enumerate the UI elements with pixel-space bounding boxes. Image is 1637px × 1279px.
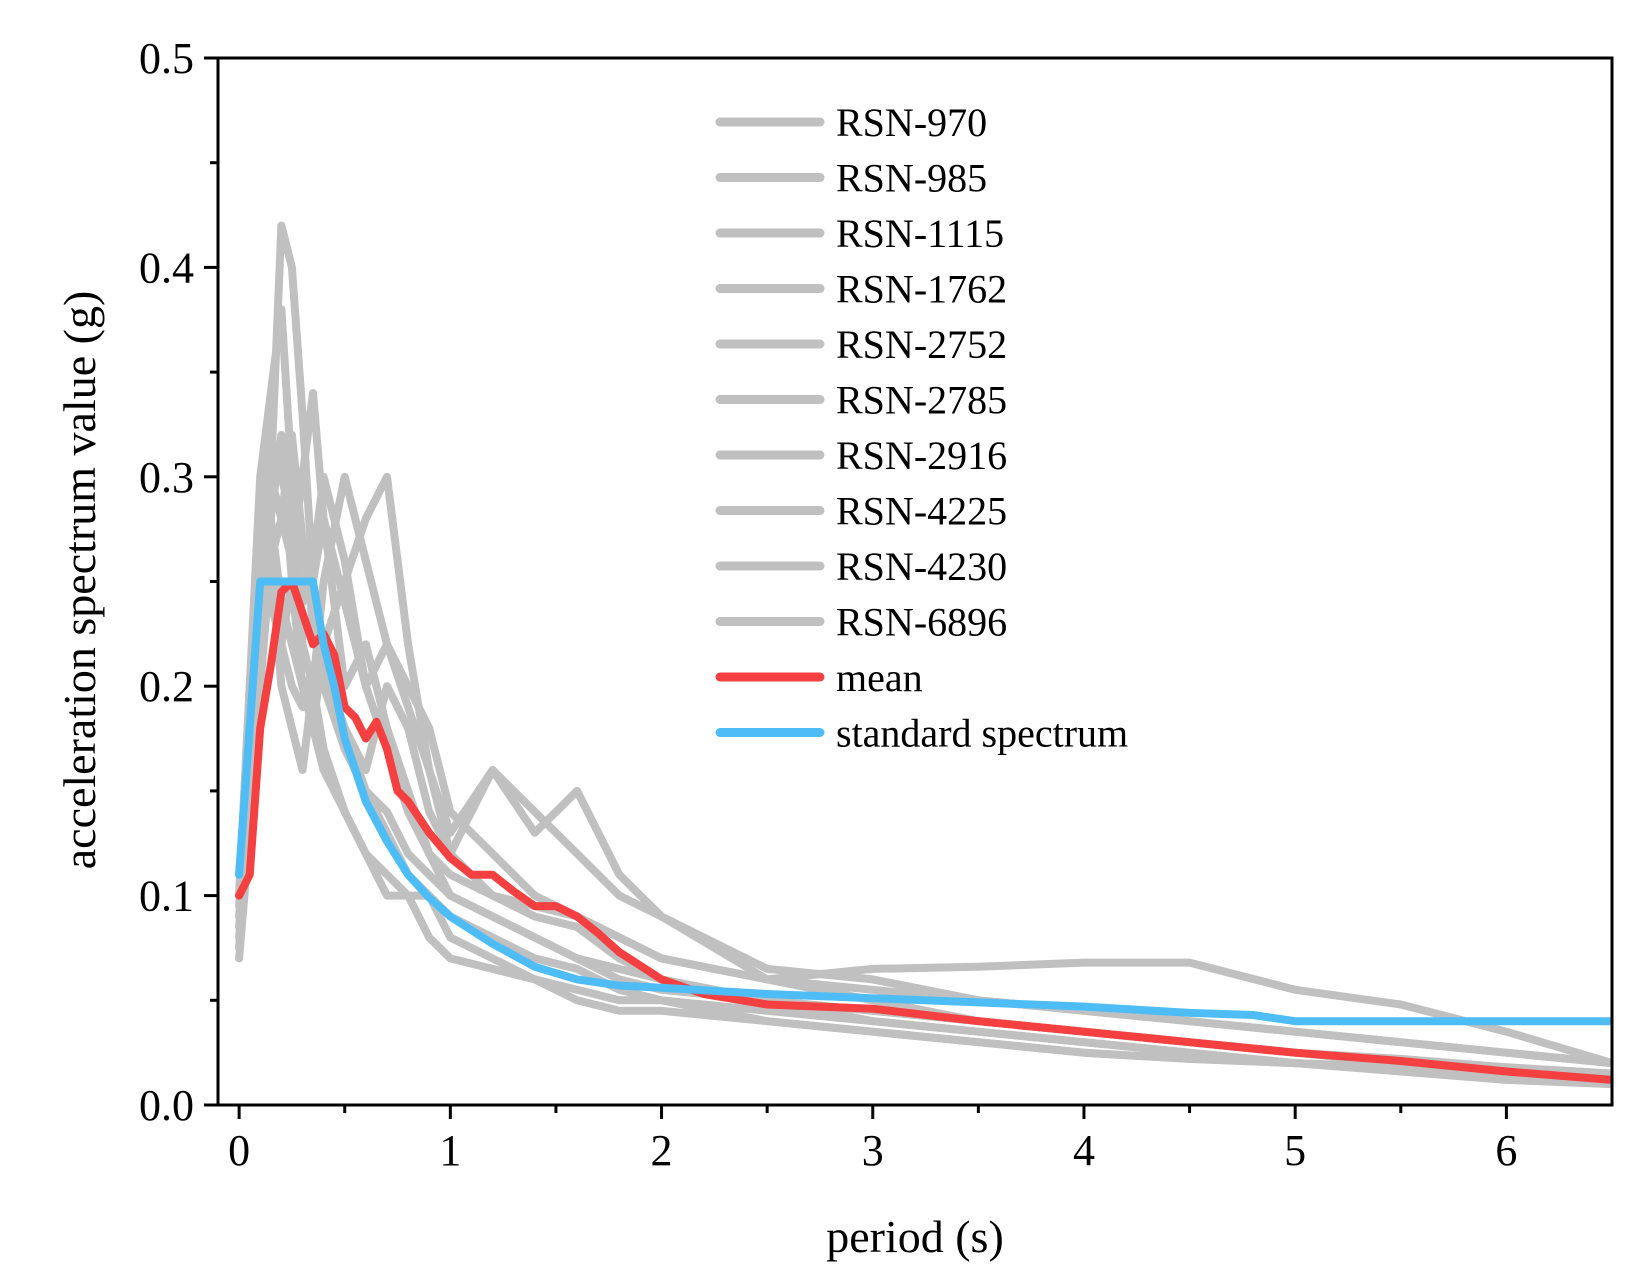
series-line-mean [235,577,1612,1084]
series-line-rsn-4225 [235,430,1612,1089]
y-tick-label: 0.1 [139,872,194,921]
series-line-standard-spectrum [235,577,1612,1026]
y-tick-label: 0.4 [139,243,194,292]
legend-label-rsn-1762: RSN-1762 [836,267,1007,312]
y-tick-label: 0.3 [139,453,194,502]
x-tick-label: 2 [651,1126,673,1175]
x-tick-label: 3 [862,1126,884,1175]
x-axis-title: period (s) [826,1211,1004,1262]
x-tick-label: 1 [439,1126,461,1175]
y-axis-title: acceleration spectrum value (g) [54,291,105,870]
plot-lines [235,221,1612,1089]
legend-label-rsn-2785: RSN-2785 [836,378,1007,423]
legend-label-rsn-2916: RSN-2916 [836,433,1007,478]
legend-label-rsn-4230: RSN-4230 [836,544,1007,589]
y-tick-label: 0.0 [139,1081,194,1130]
series-line-rsn-2916 [235,305,1612,1068]
legend-label-rsn-1115: RSN-1115 [836,211,1004,256]
x-tick-label: 6 [1495,1126,1517,1175]
legend-label-rsn-985: RSN-985 [836,156,987,201]
x-tick-label: 5 [1284,1126,1306,1175]
y-tick-label: 0.5 [139,34,194,83]
x-tick-label: 4 [1073,1126,1095,1175]
x-tick-label: 0 [228,1126,250,1175]
tick-labels: 0 1 2 3 4 5 6 0.0 0.1 0.2 0.3 0.4 0.5 [139,34,1517,1175]
legend: RSN-970 RSN-985 RSN-1115 RSN-1762 RSN-2752 RS… [715,100,1128,756]
axis-ticks [204,56,1508,1119]
legend-label-rsn-6896: RSN-6896 [836,600,1007,645]
legend-label-rsn-2752: RSN-2752 [836,322,1007,367]
y-tick-label: 0.2 [139,662,194,711]
legend-label-rsn-4225: RSN-4225 [836,489,1007,534]
legend-label-standard-spectrum: standard spectrum [836,711,1128,756]
legend-label-rsn-970: RSN-970 [836,100,987,145]
legend-label-mean: mean [836,655,923,700]
